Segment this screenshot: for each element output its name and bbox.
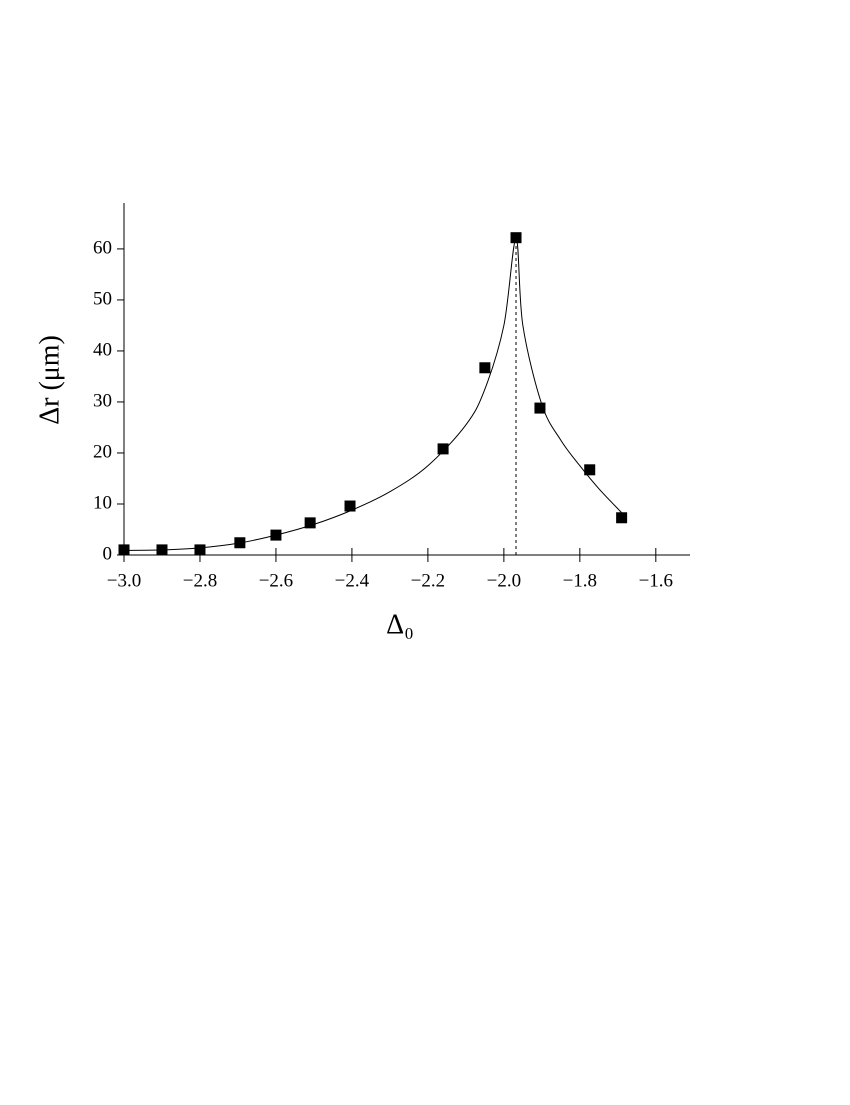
- x-tick-label: −1.6: [639, 570, 673, 591]
- x-tick-label: −2.6: [259, 570, 293, 591]
- x-tick-label: −3.0: [107, 570, 141, 591]
- data-point: [510, 232, 522, 244]
- data-point: [437, 443, 449, 455]
- data-point: [344, 500, 356, 512]
- y-tick-label: 30: [93, 390, 112, 411]
- y-tick-label: 20: [93, 441, 112, 462]
- x-tick-label: −2.0: [487, 570, 521, 591]
- y-tick-label: 10: [93, 492, 112, 513]
- y-tick-label: 50: [93, 288, 112, 309]
- data-point: [194, 544, 206, 556]
- x-axis-label: Δ₀: [386, 609, 414, 640]
- data-point: [534, 402, 546, 414]
- y-axis-label: Δr (μm): [34, 335, 65, 425]
- data-point: [270, 529, 282, 541]
- x-tick-label: −2.2: [411, 570, 445, 591]
- data-point: [234, 537, 246, 549]
- fit-curve: [123, 238, 622, 551]
- data-point: [584, 464, 596, 476]
- x-tick-label: −1.8: [563, 570, 597, 591]
- y-tick-label: 0: [103, 543, 113, 564]
- x-tick-label: −2.4: [335, 570, 370, 591]
- x-tick-label: −2.8: [183, 570, 217, 591]
- data-point: [304, 517, 316, 529]
- data-point: [616, 512, 628, 524]
- data-point: [156, 544, 168, 556]
- y-tick-label: 40: [93, 339, 112, 360]
- data-point: [479, 362, 491, 374]
- data-point: [118, 544, 130, 556]
- y-tick-label: 60: [93, 237, 112, 258]
